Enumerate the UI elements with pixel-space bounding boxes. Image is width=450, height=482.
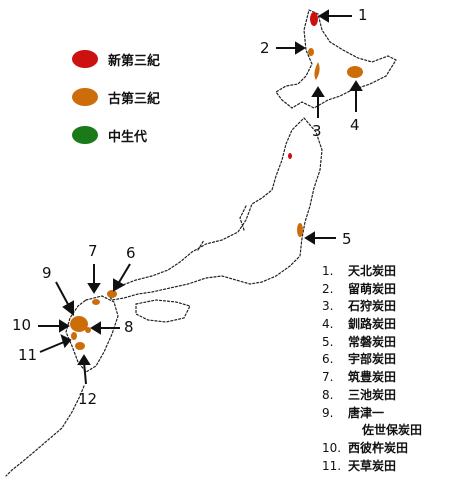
list-item-number: 5. bbox=[322, 334, 334, 349]
legend-swatch-paleogene bbox=[72, 88, 98, 106]
coal-field-list: 1. 天北炭田 2. 留萌炭田 3. 石狩炭田 4. 釧路炭田 5. 常磐炭田 6. 宇部炭… bbox=[322, 262, 450, 474]
legend: 新第三紀 古第三紀 中生代 bbox=[72, 40, 192, 154]
deposit-nishisonogi bbox=[71, 332, 77, 340]
list-item: 6. 宇部炭田 bbox=[322, 350, 450, 368]
honshu-coast bbox=[107, 117, 323, 301]
list-item: 4. 釧路炭田 bbox=[322, 315, 450, 333]
list-item: 2. 留萌炭田 bbox=[322, 280, 450, 298]
list-item-name: 常磐炭田 bbox=[348, 334, 397, 349]
legend-label-paleogene: 古第三紀 bbox=[108, 91, 161, 107]
deposit-small-honshu bbox=[288, 153, 292, 159]
list-item: 7. 筑豊炭田 bbox=[322, 368, 450, 386]
list-item-number: 7. bbox=[322, 370, 334, 385]
shikoku-coast bbox=[135, 299, 191, 323]
list-item-number: 10. bbox=[322, 440, 342, 455]
deposit-karatsu bbox=[70, 316, 88, 332]
callout-3: 3 bbox=[312, 122, 322, 140]
list-item-number: 1. bbox=[322, 264, 334, 278]
list-item-name: 筑豊炭田 bbox=[348, 370, 397, 385]
kyushu-coast bbox=[65, 295, 119, 373]
callout-6: 6 bbox=[126, 244, 136, 262]
list-item: 11. 天草炭田 bbox=[322, 457, 450, 475]
legend-label-mesozoic: 中生代 bbox=[108, 129, 148, 145]
deposit-kushiro bbox=[347, 66, 363, 78]
deposit-chikuho bbox=[92, 299, 100, 305]
callout-9: 9 bbox=[42, 264, 52, 282]
coal-deposits bbox=[70, 12, 363, 350]
list-item-number: 4. bbox=[322, 317, 334, 332]
list-item-number: 6. bbox=[322, 352, 334, 367]
deposit-joban bbox=[297, 223, 303, 237]
list-item-number: 9. bbox=[322, 405, 334, 420]
list-item-name: 留萌炭田 bbox=[348, 281, 397, 296]
list-item: 10. 西彼杵炭田 bbox=[322, 439, 450, 457]
list-item-name: 唐津一 bbox=[348, 405, 385, 420]
list-item-number: 8. bbox=[322, 387, 334, 402]
deposit-ube bbox=[107, 290, 117, 298]
list-item-number: 2. bbox=[322, 281, 334, 296]
list-item-number: 11. bbox=[322, 458, 342, 473]
callout-11: 11 bbox=[18, 346, 38, 364]
deposit-miike bbox=[85, 327, 91, 333]
list-item: 5. 常磐炭田 bbox=[322, 333, 450, 351]
callout-12: 12 bbox=[78, 390, 98, 408]
list-item-name: 石狩炭田 bbox=[348, 299, 397, 314]
list-item-name: 釧路炭田 bbox=[348, 317, 397, 332]
deposit-ishikari bbox=[314, 62, 320, 80]
callout-7: 7 bbox=[88, 242, 98, 260]
hokkaido-coast bbox=[275, 9, 397, 109]
list-item: 1. 天北炭田 bbox=[322, 262, 450, 280]
legend-item-mesozoic: 中生代 bbox=[72, 116, 192, 154]
list-item-name: 天草炭田 bbox=[348, 458, 397, 473]
list-item-name: 三池炭田 bbox=[348, 387, 397, 402]
callout-1: 1 bbox=[358, 6, 368, 24]
legend-item-paleogene: 古第三紀 bbox=[72, 78, 192, 116]
list-item-number: 3. bbox=[322, 299, 334, 314]
legend-item-neogene: 新第三紀 bbox=[72, 40, 192, 78]
list-item: 9. 唐津一 bbox=[322, 404, 450, 422]
list-item-name: 宇部炭田 bbox=[348, 352, 397, 367]
callout-8: 8 bbox=[124, 318, 134, 336]
legend-swatch-neogene bbox=[72, 50, 98, 68]
callout-5: 5 bbox=[342, 230, 352, 248]
callout-2: 2 bbox=[260, 39, 270, 57]
deposit-amakusa bbox=[75, 342, 85, 350]
legend-swatch-mesozoic bbox=[72, 126, 98, 144]
deposit-rumoi bbox=[308, 48, 314, 56]
list-item: 8. 三池炭田 bbox=[322, 386, 450, 404]
callout-10: 10 bbox=[12, 316, 32, 334]
list-item-name: 西彼杵炭田 bbox=[348, 440, 409, 455]
list-item: 3. 石狩炭田 bbox=[322, 297, 450, 315]
deposit-tempoku bbox=[310, 12, 318, 26]
list-item-name: 佐世保炭田 bbox=[362, 423, 423, 438]
southern-islands bbox=[5, 385, 85, 477]
legend-label-neogene: 新第三紀 bbox=[108, 53, 161, 69]
list-item-name: 天北炭田 bbox=[348, 264, 397, 278]
callout-4: 4 bbox=[350, 116, 360, 134]
list-item: 佐世保炭田 bbox=[322, 421, 450, 439]
